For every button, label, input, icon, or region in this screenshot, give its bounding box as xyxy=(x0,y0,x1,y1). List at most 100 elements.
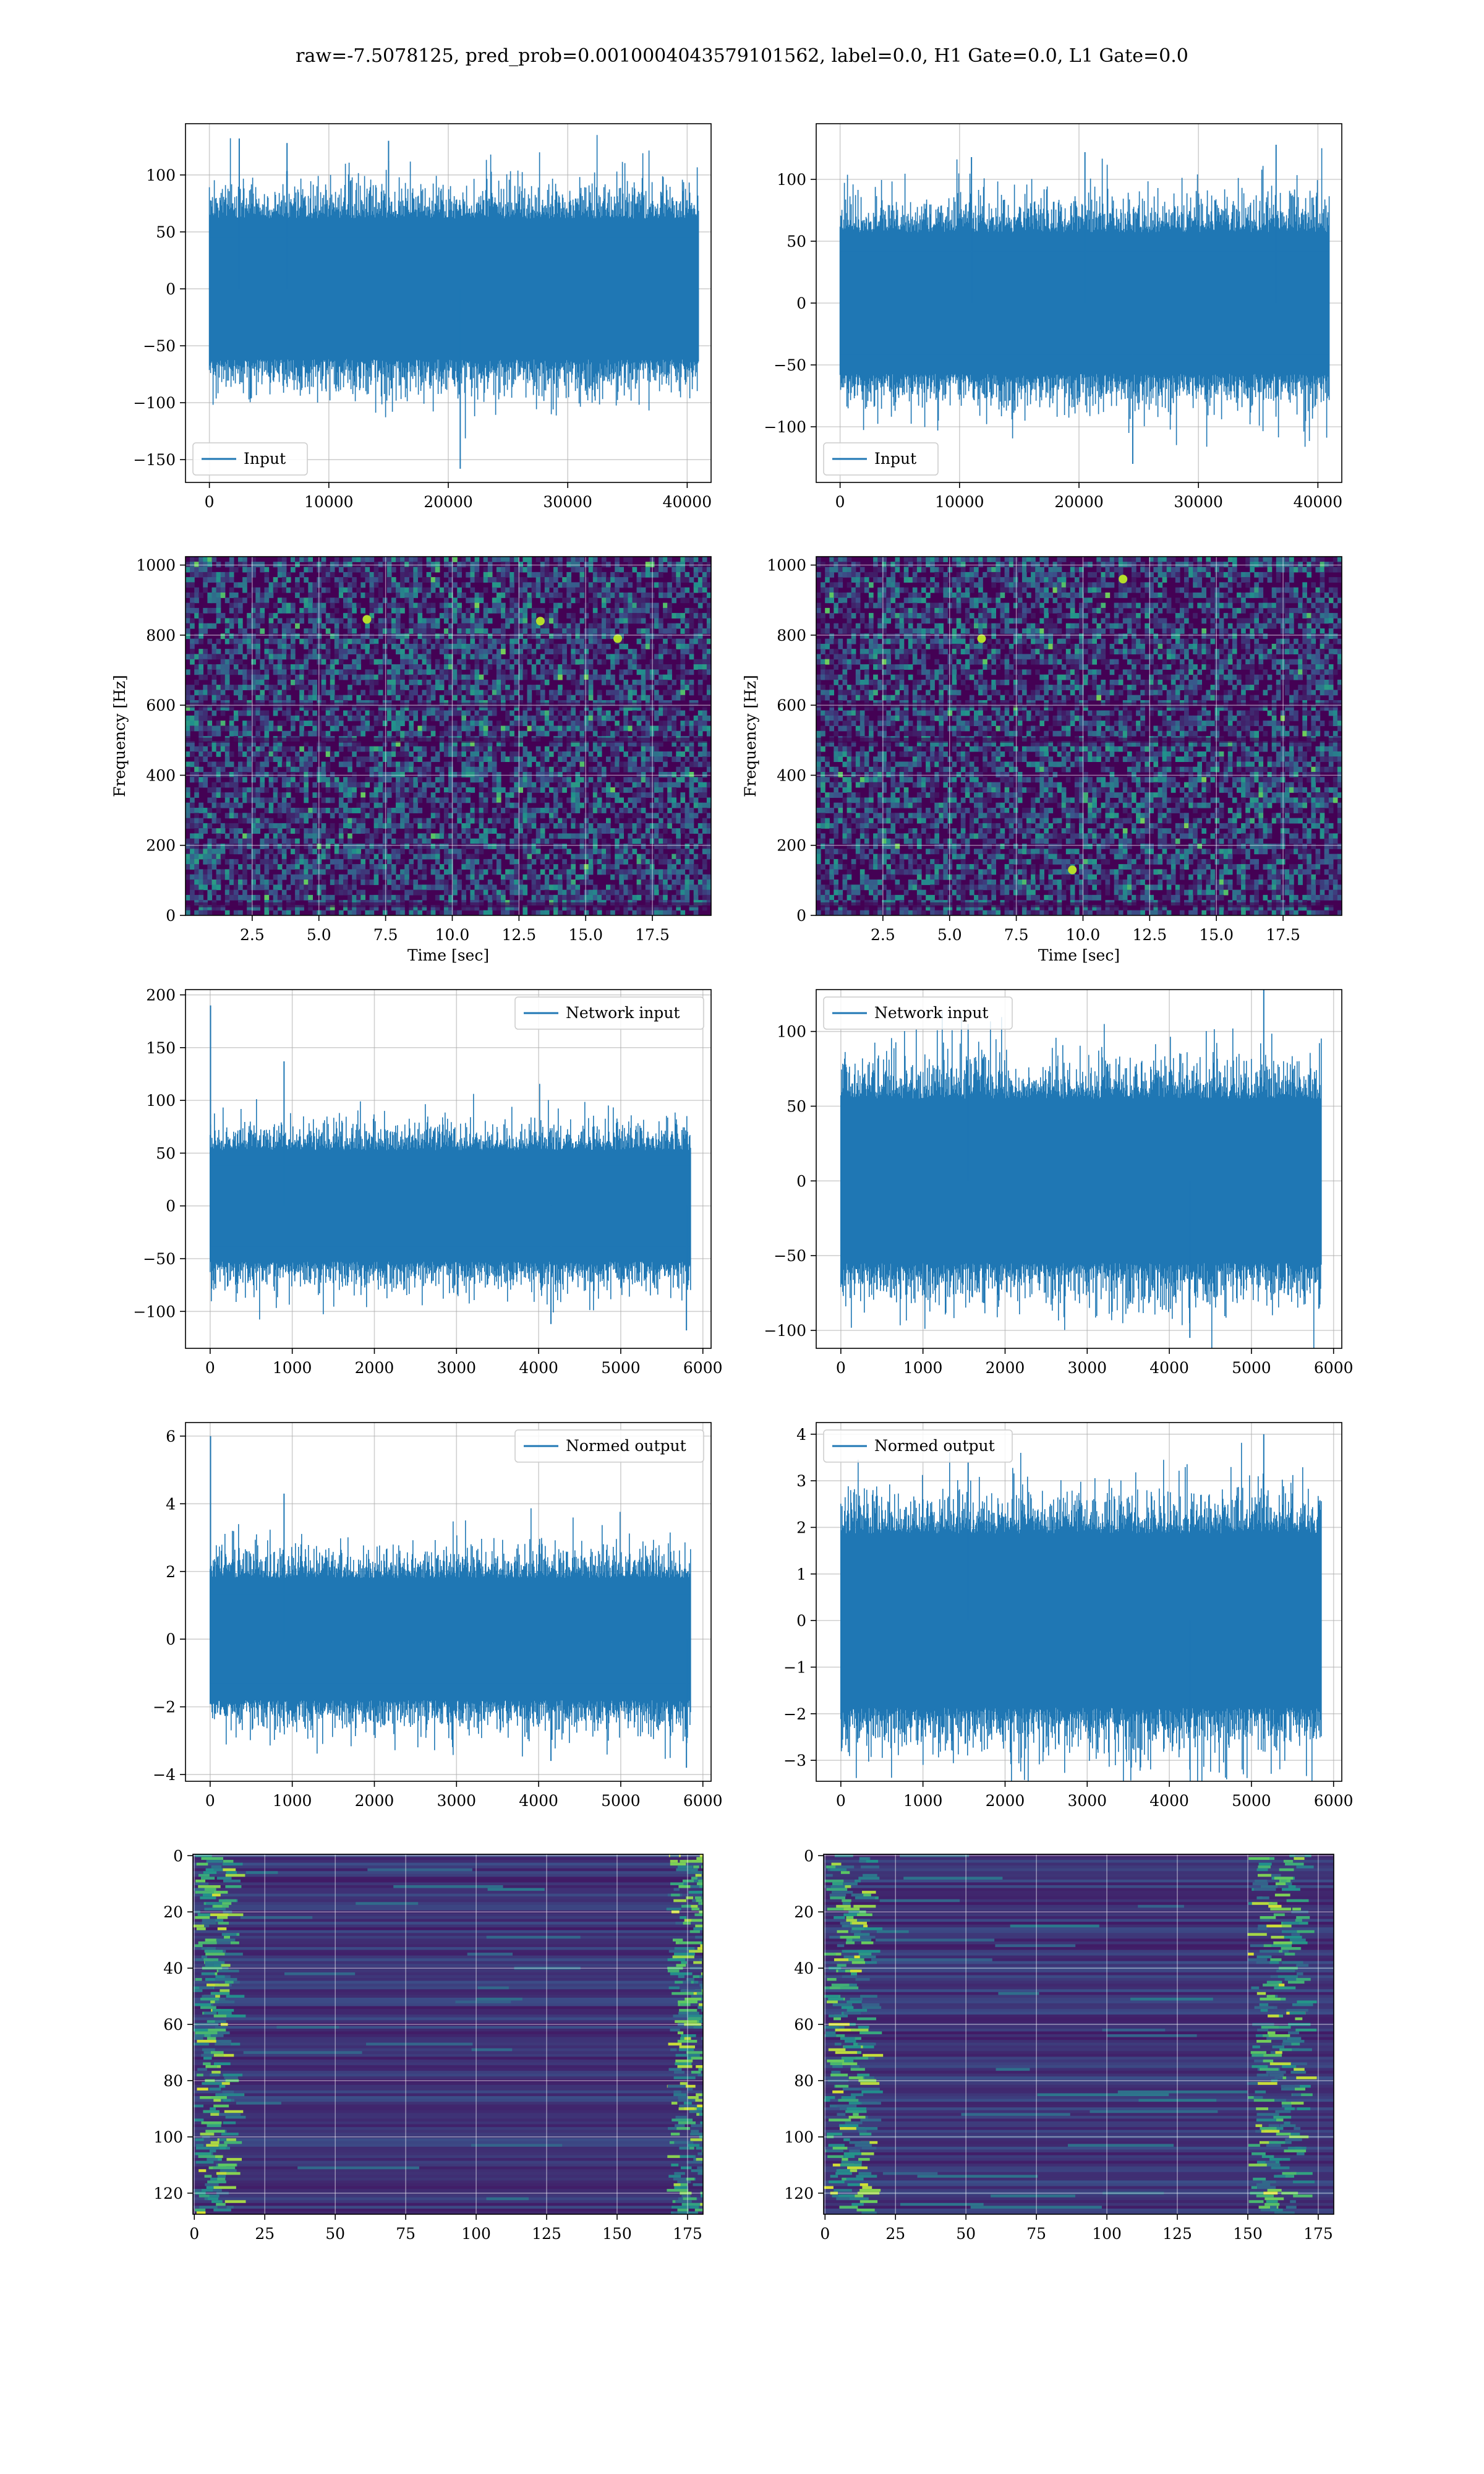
x-tick-label: 10.0 xyxy=(435,926,470,944)
y-tick-label: 2 xyxy=(796,1518,806,1536)
x-tick-label: 150 xyxy=(1233,2225,1263,2243)
y-tick-label: 100 xyxy=(777,1023,806,1041)
series-core xyxy=(210,1165,691,1247)
x-tick-label: 20000 xyxy=(424,493,473,511)
axes-feat-h1: 0 25 50 75 100 125 150 175 0 20 40 60 80 100 120 xyxy=(153,1847,704,2243)
x-tick-label: 5.0 xyxy=(307,926,331,944)
x-tick-label: 0 xyxy=(205,1792,215,1810)
y-tick-label: 100 xyxy=(153,2128,183,2146)
y-tick-label: 0 xyxy=(796,907,806,925)
x-tick-label: 6000 xyxy=(1314,1359,1354,1377)
y-tick-label: −100 xyxy=(133,394,176,412)
x-tick-label: 4000 xyxy=(1149,1359,1189,1377)
x-tick-label: 1000 xyxy=(903,1359,943,1377)
y-tick-label: 800 xyxy=(146,627,176,644)
y-tick-label: −1 xyxy=(783,1658,806,1676)
axes-frame xyxy=(185,1422,712,1782)
y-tick-label: −2 xyxy=(783,1705,806,1723)
x-tick-label: 20000 xyxy=(1054,493,1104,511)
y-tick-label: 0 xyxy=(796,294,806,312)
y-tick-label: −50 xyxy=(774,356,806,374)
x-tick-label: 3000 xyxy=(437,1792,476,1810)
x-tick-label: 2000 xyxy=(355,1792,394,1810)
x-tick-label: 30000 xyxy=(543,493,592,511)
x-tick-label: 1000 xyxy=(273,1792,312,1810)
axes-frame xyxy=(192,1854,704,2215)
legend-box xyxy=(823,996,1013,1030)
x-tick-label: 3000 xyxy=(1067,1359,1107,1377)
y-tick-label: 4 xyxy=(796,1426,806,1444)
x-tick-label: 125 xyxy=(1162,2225,1192,2243)
x-tick-label: 50 xyxy=(325,2225,345,2243)
y-tick-label: 0 xyxy=(166,280,176,298)
y-tick-label: 40 xyxy=(163,1959,183,1977)
x-tick-label: 4000 xyxy=(519,1792,558,1810)
x-tick-label: 40000 xyxy=(1294,493,1343,511)
x-tick-label: 10.0 xyxy=(1066,926,1101,944)
legend-box xyxy=(514,1429,704,1463)
axes-feat-l1: 0 25 50 75 100 125 150 175 0 20 40 60 80 100 120 xyxy=(784,1847,1334,2243)
y-tick-label: 0 xyxy=(166,1630,176,1648)
x-tick-label: 0 xyxy=(836,1359,846,1377)
figure-title: raw=-7.5078125, pred_prob=0.001000404357… xyxy=(296,45,1188,67)
y-tick-label: 1 xyxy=(796,1565,806,1583)
heatmap-cells xyxy=(193,1854,703,2214)
x-tick-label: 75 xyxy=(1026,2225,1046,2243)
series-core xyxy=(210,1594,691,1684)
x-tick-label: 5000 xyxy=(1232,1792,1271,1810)
x-tick-label: 5000 xyxy=(601,1792,641,1810)
x-tick-label: 0 xyxy=(205,493,215,511)
x-tick-label: 6000 xyxy=(683,1792,723,1810)
y-tick-label: 100 xyxy=(146,1092,176,1110)
x-tick-label: 15.0 xyxy=(1199,926,1234,944)
y-tick-label: −4 xyxy=(153,1766,176,1784)
x-tick-label: 1000 xyxy=(273,1359,312,1377)
frequency-band xyxy=(816,737,1342,743)
y-tick-label: 0 xyxy=(173,1847,183,1865)
legend: Normed output xyxy=(823,1429,1013,1463)
x-tick-label: 12.5 xyxy=(502,926,537,944)
legend: Network input xyxy=(514,996,704,1030)
legend: Network input xyxy=(823,996,1013,1030)
x-tick-label: 5.0 xyxy=(937,926,962,944)
y-tick-label: 50 xyxy=(156,223,176,241)
x-tick-label: 175 xyxy=(1303,2225,1333,2243)
legend-label: Normed output xyxy=(874,1437,995,1455)
y-tick-label: 400 xyxy=(777,766,806,784)
legend-label: Input xyxy=(874,450,916,468)
y-tick-label: −50 xyxy=(143,1250,176,1268)
y-tick-label: −50 xyxy=(143,337,176,355)
x-tick-label: 100 xyxy=(461,2225,491,2243)
series-core xyxy=(840,1121,1321,1241)
y-tick-label: 0 xyxy=(796,1172,806,1190)
legend-box xyxy=(823,1429,1013,1463)
x-tick-label: 6000 xyxy=(683,1359,723,1377)
y-tick-label: 200 xyxy=(777,837,806,855)
x-tick-label: 175 xyxy=(673,2225,702,2243)
x-tick-label: 50 xyxy=(956,2225,976,2243)
y-tick-label: 100 xyxy=(777,171,806,189)
y-tick-label: −3 xyxy=(783,1752,806,1770)
y-tick-label: 120 xyxy=(153,2185,183,2202)
y-tick-label: 600 xyxy=(146,696,176,714)
hot-spot xyxy=(613,634,622,643)
x-tick-label: 10000 xyxy=(304,493,354,511)
y-tick-label: 1000 xyxy=(136,557,176,575)
y-tick-label: 50 xyxy=(787,1098,806,1116)
legend-label: Input xyxy=(244,450,286,468)
x-tick-label: 30000 xyxy=(1174,493,1223,511)
y-tick-label: 600 xyxy=(777,696,806,714)
y-tick-label: 50 xyxy=(787,233,806,250)
axes-frame xyxy=(185,556,712,916)
y-tick-label: 100 xyxy=(146,166,176,184)
axes-normed-l1: Normed output 0 1000 2000 3000 4000 5000 6000 −3… xyxy=(783,1422,1354,1810)
x-tick-label: 4000 xyxy=(519,1359,558,1377)
heatmap-cells xyxy=(816,557,1342,915)
axes-frame xyxy=(816,556,1342,916)
y-tick-label: 3 xyxy=(796,1472,806,1490)
y-tick-label: 100 xyxy=(784,2128,814,2146)
x-tick-label: 2000 xyxy=(986,1792,1025,1810)
y-tick-label: 2 xyxy=(166,1563,176,1581)
